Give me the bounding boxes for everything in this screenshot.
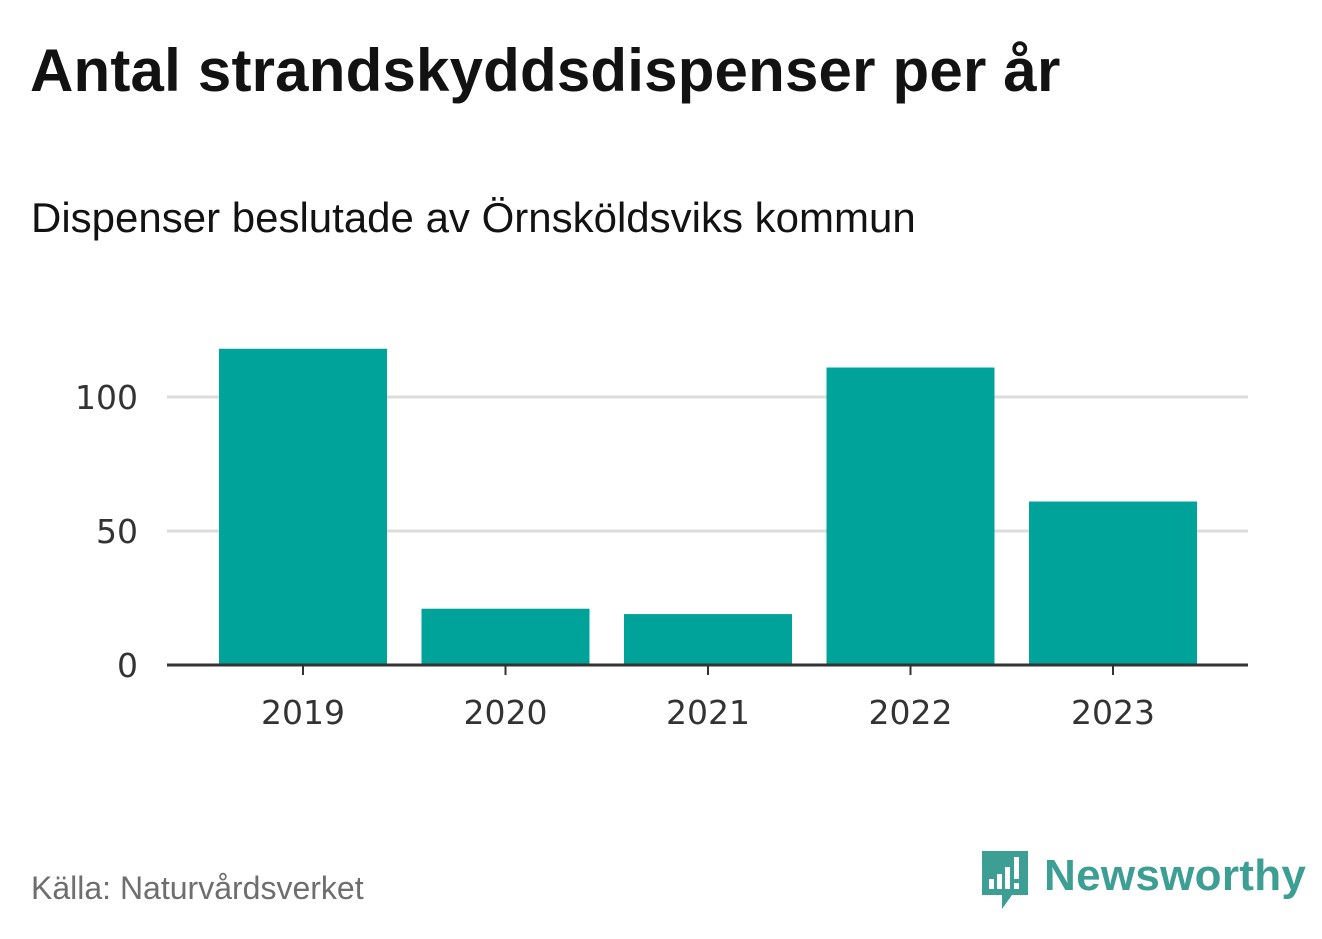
y-tick-label: 0 bbox=[117, 646, 138, 685]
y-tick-label: 100 bbox=[75, 378, 138, 417]
x-tick-label: 2022 bbox=[869, 693, 953, 732]
brand-name: Newsworthy bbox=[1044, 851, 1307, 900]
source-note: Källa: Naturvårdsverket bbox=[31, 870, 364, 906]
newsworthy-logo-icon bbox=[982, 851, 1028, 909]
chart-subtitle: Dispenser beslutade av Örnsköldsviks kom… bbox=[31, 194, 916, 241]
y-tick-label: 50 bbox=[96, 512, 138, 551]
x-tick-label: 2020 bbox=[464, 693, 548, 732]
x-tick-label: 2023 bbox=[1071, 693, 1155, 732]
bars bbox=[219, 348, 1197, 665]
chart-title: Antal strandskyddsdispenser per år bbox=[30, 37, 1061, 104]
axes bbox=[167, 663, 1248, 675]
bar-2019 bbox=[219, 348, 387, 665]
bar-2022 bbox=[826, 367, 995, 665]
bar-2020 bbox=[421, 608, 590, 665]
x-tick-label: 2021 bbox=[666, 693, 750, 732]
bar-chart: 0 50 100 2019 2020 2021 2022 2023 bbox=[75, 348, 1248, 732]
brand-logo: Newsworthy bbox=[980, 848, 1306, 912]
bar-2023 bbox=[1029, 501, 1197, 665]
bar-2021 bbox=[624, 614, 792, 665]
tick-labels: 0 50 100 2019 2020 2021 2022 2023 bbox=[75, 378, 1155, 732]
x-tick-label: 2019 bbox=[261, 693, 345, 732]
